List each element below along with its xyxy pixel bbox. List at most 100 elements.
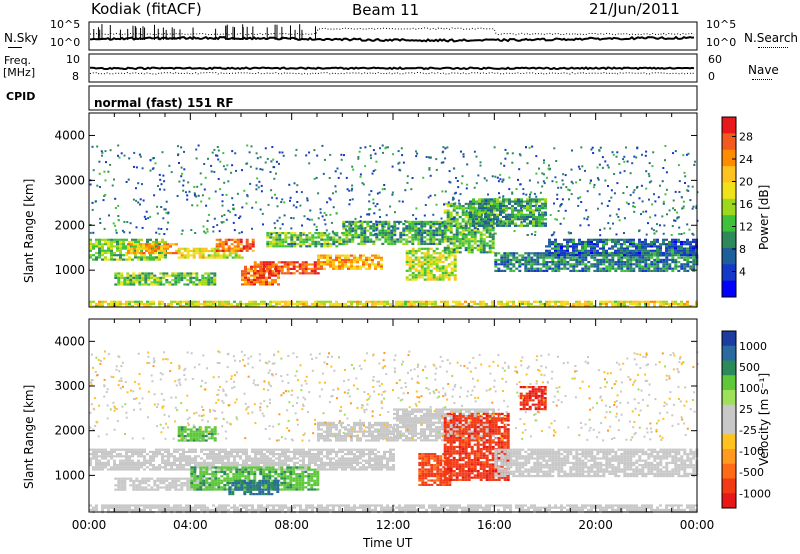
heatmap-cell [559, 205, 562, 208]
heatmap-cell [275, 238, 279, 241]
heatmap-cell [251, 300, 254, 303]
heatmap-cell [347, 267, 350, 270]
heatmap-cell [272, 245, 276, 248]
heatmap-cell [326, 243, 330, 246]
heatmap-cell [542, 180, 545, 183]
heatmap-cell [317, 448, 320, 451]
heatmap-cell [215, 468, 218, 471]
heatmap-cell [248, 300, 251, 303]
heatmap-cell [435, 229, 439, 232]
heatmap-cell [218, 448, 221, 451]
heatmap-cell [580, 201, 583, 203]
heatmap-cell [616, 151, 619, 154]
heatmap-cell [431, 300, 434, 303]
heatmap-cell [458, 302, 461, 306]
heatmap-cell [216, 252, 220, 255]
heatmap-cell [503, 164, 506, 167]
heatmap-cell [299, 448, 302, 451]
heatmap-cell [123, 154, 126, 157]
heatmap-cell [335, 254, 338, 257]
heatmap-cell [149, 461, 152, 464]
heatmap-cell [152, 240, 155, 244]
heatmap-cell [560, 254, 563, 257]
heatmap-cell [353, 265, 356, 268]
heatmap-cell [147, 217, 150, 220]
heatmap-cell [557, 265, 561, 268]
heatmap-cell [302, 233, 305, 236]
heatmap-cell [278, 238, 282, 241]
heatmap-cell [569, 258, 573, 261]
heatmap-cell [113, 254, 116, 257]
heatmap-cell [408, 236, 412, 239]
heatmap-cell [401, 154, 404, 157]
heatmap-cell [125, 466, 128, 469]
heatmap-cell [467, 231, 471, 234]
heatmap-cell [95, 450, 98, 453]
heatmap-cell [119, 468, 122, 471]
heatmap-cell [253, 265, 257, 268]
heatmap-cell [110, 300, 113, 303]
heatmap-cell [677, 305, 680, 308]
heatmap-cell [227, 249, 231, 252]
heatmap-cell [441, 265, 445, 268]
heatmap-cell [674, 243, 677, 246]
heatmap-cell [446, 205, 450, 208]
heatmap-cell [323, 300, 326, 303]
heatmap-cell [176, 302, 179, 306]
heatmap-cell [555, 160, 558, 162]
heatmap-cell [438, 278, 442, 281]
heatmap-cell [441, 234, 445, 237]
heatmap-cell [314, 453, 317, 456]
heatmap-cell [134, 464, 137, 467]
heatmap-cell [326, 258, 329, 262]
heatmap-cell [215, 249, 219, 252]
heatmap-cell [414, 236, 418, 239]
heatmap-cell [265, 283, 268, 286]
heatmap-cell [260, 302, 263, 306]
heatmap-cell [232, 207, 235, 210]
heatmap-cell [482, 205, 486, 208]
heatmap-cell [644, 267, 648, 270]
heatmap-cell [554, 269, 558, 272]
heatmap-cell [344, 265, 347, 268]
heatmap-cell [548, 243, 551, 246]
heatmap-cell [401, 200, 404, 203]
heatmap-cell [114, 197, 117, 200]
heatmap-cell [260, 184, 263, 187]
heatmap-cell [491, 229, 495, 232]
heatmap-cell [390, 238, 394, 241]
heatmap-cell [307, 263, 311, 266]
heatmap-cell [344, 453, 347, 456]
heatmap-cell [494, 265, 498, 268]
heatmap-cell [174, 279, 178, 282]
heatmap-cell [481, 209, 484, 212]
heatmap-cell [680, 263, 684, 266]
heatmap-cell [89, 300, 92, 303]
heatmap-cell [308, 151, 311, 154]
heatmap-cell [236, 305, 239, 308]
heatmap-cell [659, 267, 663, 270]
heatmap-cell [553, 147, 556, 150]
heatmap-cell [465, 210, 468, 213]
heatmap-cell [503, 263, 507, 266]
nave-tick-low: 0 [708, 70, 715, 83]
heatmap-cell [674, 190, 677, 193]
heatmap-cell [341, 457, 344, 460]
heatmap-cell [662, 258, 666, 261]
heatmap-cell [378, 238, 382, 241]
heatmap-cell [520, 224, 523, 227]
heatmap-cell [487, 218, 490, 221]
heatmap-cell [239, 215, 242, 218]
heatmap-cell [144, 276, 148, 279]
heatmap-cell [180, 279, 184, 282]
heatmap-cell [161, 251, 164, 255]
heatmap-cell [319, 208, 322, 211]
heatmap-cell [488, 240, 492, 243]
nsky-trace [89, 35, 695, 43]
heatmap-cell [296, 450, 299, 453]
heatmap-cell [614, 238, 617, 241]
heatmap-cell [284, 236, 288, 239]
heatmap-cell [528, 146, 531, 149]
heatmap-cell [145, 245, 148, 248]
heatmap-cell [244, 270, 247, 273]
